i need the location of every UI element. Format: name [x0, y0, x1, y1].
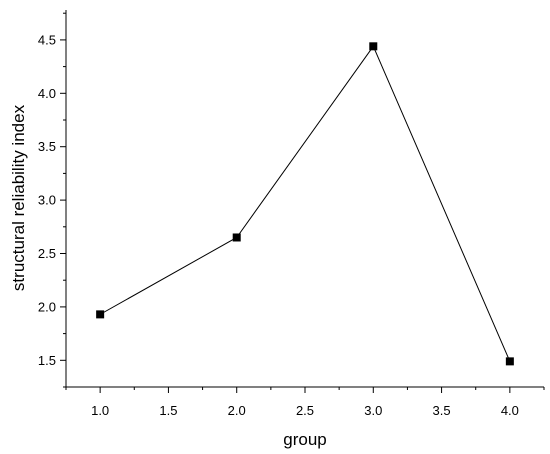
y-tick-label: 4.5: [38, 32, 56, 47]
x-tick-label: 3.0: [364, 403, 382, 418]
y-tick-label: 4.0: [38, 86, 56, 101]
series: [96, 42, 514, 366]
axes: [65, 10, 544, 388]
x-tick-label: 2.5: [296, 403, 314, 418]
ticks: [60, 12, 545, 393]
y-tick-label: 1.5: [38, 353, 56, 368]
series-line: [99, 45, 511, 362]
y-tick-label: 2.5: [38, 246, 56, 261]
x-tick-label: 1.0: [91, 403, 109, 418]
x-tick-label: 2.0: [228, 403, 246, 418]
y-tick-label: 3.5: [38, 139, 56, 154]
data-point-marker: [232, 233, 241, 242]
data-point-marker: [505, 357, 514, 366]
x-axis-title: group: [283, 430, 326, 449]
x-tick-label: 1.5: [159, 403, 177, 418]
x-tick-label: 3.5: [433, 403, 451, 418]
data-point-marker: [369, 42, 378, 51]
y-tick-label: 2.0: [38, 299, 56, 314]
y-axis-title: structural reliability index: [9, 104, 28, 291]
y-tick-label: 3.0: [38, 193, 56, 208]
x-tick-label: 4.0: [501, 403, 519, 418]
data-point-marker: [96, 310, 105, 319]
tick-labels: 1.0 1.5 2.0 2.5 3.0 3.5 4.0 1.5 2.0 2.5 3.0 3.5 4.0 4…: [38, 32, 519, 418]
